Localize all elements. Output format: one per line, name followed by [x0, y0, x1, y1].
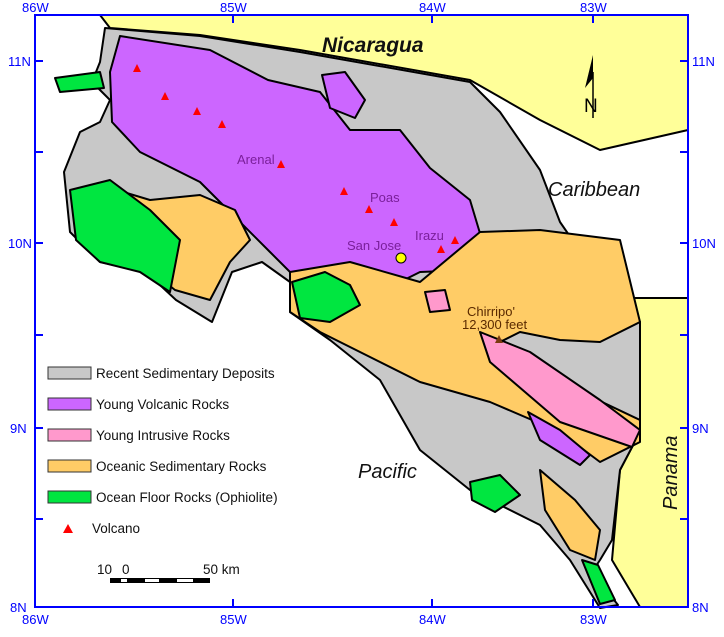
ophiolite-burica [581, 559, 616, 605]
young-volcanic-south [527, 411, 591, 466]
lon-label-bottom: 84W [419, 612, 446, 627]
lon-label-top: 83W [580, 0, 607, 15]
ophiolite-osa [469, 474, 521, 513]
volcano-icon [390, 218, 398, 226]
volcano-icon [451, 236, 459, 244]
volcano-icon [437, 245, 445, 253]
label-pacific: Pacific [358, 461, 417, 483]
volcano-icon [340, 187, 348, 195]
legend-label: Oceanic Sedimentary Rocks [96, 459, 267, 474]
legend: Recent Sedimentary Deposits Young Volcan… [47, 366, 278, 536]
lat-label-left: 11N [8, 54, 31, 69]
volcano-icon [365, 205, 373, 213]
volcano-icon [277, 160, 285, 168]
place-chirripo-elevation: 12,300 feet [462, 317, 527, 332]
label-panama: Panama [660, 436, 682, 511]
young-intrusive-talamanca [479, 331, 641, 448]
north-arrow-icon [585, 55, 593, 88]
place-arenal: Arenal [237, 152, 275, 167]
legend-label: Recent Sedimentary Deposits [96, 366, 275, 381]
young-volcanic-north [321, 71, 366, 119]
map-content [54, 14, 689, 609]
volcano-icon [218, 120, 226, 128]
legend-label: Volcano [92, 521, 140, 536]
ophiolite-herradura [291, 271, 361, 323]
young-intrusive-small [424, 289, 451, 313]
legend-label: Young Intrusive Rocks [96, 428, 230, 443]
lon-label-bottom: 86W [22, 612, 49, 627]
lat-label-right: 11N [692, 54, 715, 69]
chirripo-peak-icon [495, 335, 503, 343]
scale-right-label: 50 km [203, 562, 240, 577]
axis-labels: 86W 85W 84W 83W 86W 85W 84W 83W 11N 10N … [8, 0, 716, 627]
lat-label-right: 10N [692, 236, 716, 251]
lon-label-top: 85W [220, 0, 247, 15]
legend-swatch [47, 490, 92, 504]
san-jose-city-icon [395, 252, 407, 264]
legend-label: Young Volcanic Rocks [96, 397, 229, 412]
map-frame [34, 14, 689, 608]
lon-label-top: 84W [419, 0, 446, 15]
ophiolite-northwest [54, 71, 105, 93]
place-poas: Poas [370, 190, 400, 205]
label-caribbean: Caribbean [548, 179, 640, 201]
label-nicaragua: Nicaragua [322, 34, 424, 57]
volcanoes [133, 64, 459, 253]
lat-label-left: 9N [10, 421, 27, 436]
volcano-icon [133, 64, 141, 72]
place-irazu: Irazu [415, 228, 444, 243]
north-arrow: N [584, 55, 598, 118]
legend-swatch [47, 397, 92, 411]
legend-label: Ocean Floor Rocks (Ophiolite) [96, 490, 278, 505]
legend-volcano-icon [63, 524, 73, 533]
legend-swatch [47, 459, 92, 473]
scale-left-label: 10 [97, 562, 112, 577]
lon-label-top: 86W [22, 0, 49, 15]
lat-label-right: 9N [692, 421, 709, 436]
ophiolite-nicoya [69, 179, 181, 293]
lat-label-left: 10N [8, 236, 32, 251]
lat-label-right: 8N [692, 600, 709, 615]
north-arrow-label: N [584, 96, 598, 117]
legend-swatch [47, 428, 92, 442]
place-san-jose: San Jose [347, 238, 401, 253]
lon-label-bottom: 83W [580, 612, 607, 627]
scale-zero-label: 0 [122, 562, 130, 577]
lat-label-left: 8N [10, 600, 27, 615]
lon-label-bottom: 85W [220, 612, 247, 627]
scale-bar: 10 0 50 km [97, 562, 240, 583]
place-chirripo: Chirripo' [467, 304, 515, 319]
frame-border [34, 14, 689, 608]
volcano-icon [161, 92, 169, 100]
legend-swatch [47, 366, 92, 380]
oceanic-sedimentary-osa [539, 469, 601, 561]
volcano-icon [193, 107, 201, 115]
